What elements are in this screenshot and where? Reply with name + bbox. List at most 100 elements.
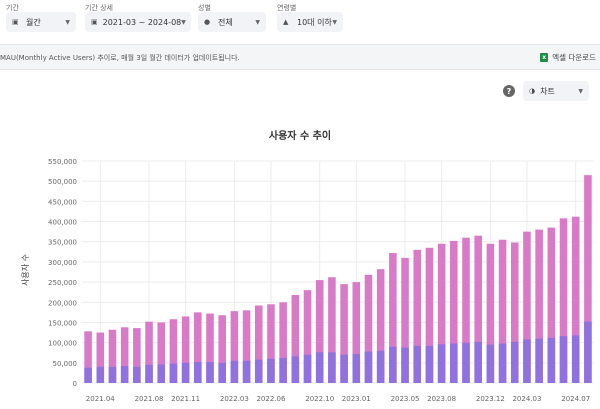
bar-total[interactable] xyxy=(462,237,470,383)
bar-base[interactable] xyxy=(498,343,507,383)
bar-total[interactable] xyxy=(437,243,446,383)
y-tick-label: 100,000 xyxy=(48,340,77,348)
bar-base[interactable] xyxy=(157,364,166,383)
bar-total[interactable] xyxy=(194,312,202,383)
bar-base[interactable] xyxy=(425,345,434,383)
bar-total[interactable] xyxy=(230,311,239,383)
bar-total[interactable] xyxy=(303,290,312,383)
bar-total[interactable] xyxy=(547,227,556,383)
y-tick-label: 300,000 xyxy=(48,259,77,267)
bar-total[interactable] xyxy=(364,274,373,383)
bar-total[interactable] xyxy=(96,332,105,383)
bar-base[interactable] xyxy=(535,338,543,383)
bar-base[interactable] xyxy=(584,321,592,383)
bar-base[interactable] xyxy=(108,366,117,383)
gender-select[interactable]: ● 전체 ▼ xyxy=(198,12,266,32)
bar-base[interactable] xyxy=(450,343,458,383)
y-tick-label: 450,000 xyxy=(48,198,77,206)
bar-total[interactable] xyxy=(315,280,324,383)
help-icon[interactable]: ? xyxy=(503,85,515,97)
bar-total[interactable] xyxy=(157,322,166,383)
x-tick-label: 2023.12 xyxy=(476,395,505,403)
bar-base[interactable] xyxy=(474,341,482,383)
bar-total[interactable] xyxy=(340,284,348,383)
y-tick-label: 250,000 xyxy=(48,279,77,287)
person-icon: ● xyxy=(204,18,211,26)
bar-base[interactable] xyxy=(194,362,202,383)
age-select[interactable]: ▲ 10대 이하 ▼ xyxy=(277,12,343,32)
bar-base[interactable] xyxy=(254,359,263,383)
x-tick-label: 2023.08 xyxy=(427,395,456,403)
bar-base[interactable] xyxy=(559,336,568,383)
bar-base[interactable] xyxy=(389,346,397,383)
bar-base[interactable] xyxy=(145,364,153,383)
bar-base[interactable] xyxy=(96,366,105,383)
bar-total[interactable] xyxy=(486,243,495,383)
bar-base[interactable] xyxy=(242,360,251,383)
bar-base[interactable] xyxy=(401,347,409,383)
bar-total[interactable] xyxy=(523,231,531,383)
bar-total[interactable] xyxy=(425,247,434,383)
bar-base[interactable] xyxy=(315,352,324,383)
bar-base[interactable] xyxy=(523,339,531,383)
bar-total[interactable] xyxy=(84,331,92,383)
bar-total[interactable] xyxy=(559,218,568,383)
bar-total[interactable] xyxy=(389,253,397,383)
bar-total[interactable] xyxy=(474,235,482,383)
bar-base[interactable] xyxy=(230,360,239,383)
y-tick-label: 50,000 xyxy=(53,360,78,368)
bar-total[interactable] xyxy=(218,315,226,383)
bar-base[interactable] xyxy=(169,363,178,383)
bar-base[interactable] xyxy=(291,356,300,383)
bar-total[interactable] xyxy=(535,229,543,383)
view-mode-select[interactable]: ◑ 차트 ▼ xyxy=(523,81,589,101)
bar-base[interactable] xyxy=(486,344,495,383)
bar-base[interactable] xyxy=(84,367,92,383)
bar-total[interactable] xyxy=(401,257,409,383)
bar-total[interactable] xyxy=(376,269,385,383)
bar-base[interactable] xyxy=(279,357,287,383)
bar-base[interactable] xyxy=(547,337,556,383)
bar-total[interactable] xyxy=(510,242,519,383)
bar-base[interactable] xyxy=(120,366,129,383)
bar-base[interactable] xyxy=(328,352,336,383)
bar-total[interactable] xyxy=(413,249,422,383)
bar-total[interactable] xyxy=(145,321,153,383)
bar-total[interactable] xyxy=(450,240,458,383)
bar-total[interactable] xyxy=(352,282,361,383)
bar-total[interactable] xyxy=(254,305,263,383)
bar-base[interactable] xyxy=(364,351,373,383)
excel-download-button[interactable]: x 엑셀 다운로드 xyxy=(540,52,596,63)
bar-base[interactable] xyxy=(206,362,214,383)
bar-total[interactable] xyxy=(181,316,190,383)
bar-total[interactable] xyxy=(169,319,178,383)
bar-total[interactable] xyxy=(584,175,592,383)
bar-base[interactable] xyxy=(303,354,312,383)
bar-base[interactable] xyxy=(571,335,580,383)
bar-base[interactable] xyxy=(352,353,361,383)
bar-total[interactable] xyxy=(291,295,300,383)
bar-base[interactable] xyxy=(510,341,519,383)
bar-total[interactable] xyxy=(120,327,129,383)
bar-base[interactable] xyxy=(413,345,422,383)
bar-total[interactable] xyxy=(267,304,275,383)
bar-total[interactable] xyxy=(206,313,214,383)
bar-total[interactable] xyxy=(279,302,287,383)
bar-base[interactable] xyxy=(218,362,226,383)
bar-total[interactable] xyxy=(498,239,507,383)
period-detail-select[interactable]: ▣ 2021-03 ~ 2024-08 ▼ xyxy=(85,12,191,32)
bar-base[interactable] xyxy=(133,366,141,383)
bar-base[interactable] xyxy=(267,358,275,383)
bar-base[interactable] xyxy=(437,344,446,383)
period-select[interactable]: ▣ 월간 ▼ xyxy=(6,12,76,32)
chart-bars xyxy=(84,175,592,383)
bar-base[interactable] xyxy=(181,362,190,383)
bar-base[interactable] xyxy=(462,342,470,383)
bar-total[interactable] xyxy=(328,277,336,383)
bar-total[interactable] xyxy=(571,216,580,383)
bar-total[interactable] xyxy=(133,328,141,383)
bar-base[interactable] xyxy=(340,354,348,383)
bar-total[interactable] xyxy=(108,329,117,383)
bar-base[interactable] xyxy=(376,350,385,383)
bar-total[interactable] xyxy=(242,310,251,383)
